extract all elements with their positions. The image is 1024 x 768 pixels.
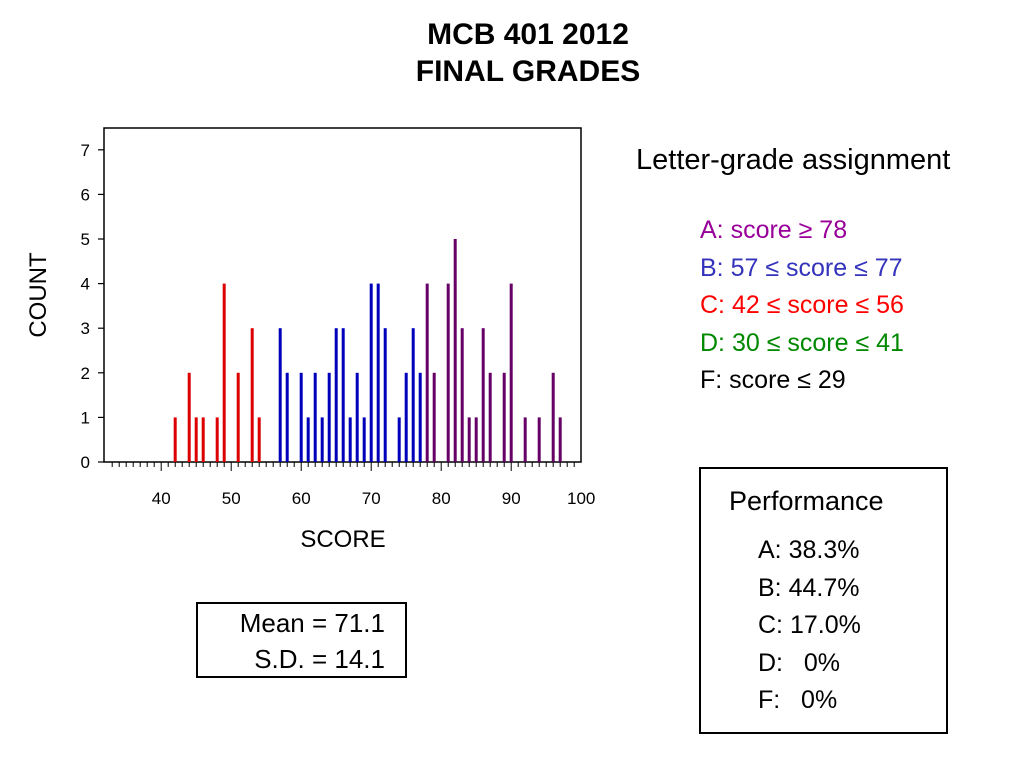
grade-rule-b: B: 57 ≤ score ≤ 77 — [700, 253, 903, 282]
histogram-bar — [460, 328, 464, 462]
histogram-bar — [502, 372, 506, 462]
histogram-bar — [250, 328, 254, 462]
mean-value: Mean = 71.1 — [239, 608, 385, 638]
y-axis-title: COUNT — [25, 252, 52, 338]
histogram-bar — [299, 372, 303, 462]
x-tick-label: 100 — [567, 489, 595, 508]
histogram-bar — [397, 417, 401, 462]
x-tick-label: 50 — [222, 489, 241, 508]
histogram-bar — [236, 372, 240, 462]
grade-rule-c: C: 42 ≤ score ≤ 56 — [700, 291, 904, 319]
grade-rule-f: F: score ≤ 29 — [700, 366, 846, 394]
histogram-bar — [474, 417, 478, 462]
histogram-bar — [411, 328, 415, 462]
x-tick-label: 40 — [152, 489, 171, 508]
grade-rules: A: score ≥ 78 B: 57 ≤ score ≤ 77 C: 42 ≤… — [700, 212, 904, 400]
title-line-2: FINAL GRADES — [415, 55, 641, 88]
y-tick-label: 1 — [81, 408, 90, 427]
title-line-1: MCB 401 2012 — [427, 18, 629, 51]
slide-title: MCB 401 2012 FINAL GRADES — [0, 16, 1024, 90]
histogram-bar — [222, 283, 226, 462]
histogram-bar — [558, 417, 562, 462]
axis-ticks: 0 1 2 3 4 5 6 7 40 50 60 70 80 90 100 — [81, 141, 596, 508]
histogram-bars — [173, 239, 562, 462]
x-tick-label: 80 — [432, 489, 451, 508]
performance-d: D: 0% — [758, 648, 840, 677]
histogram-bar — [173, 417, 177, 462]
histogram-bar — [537, 417, 541, 462]
y-tick-label: 2 — [81, 364, 90, 383]
histogram-bar — [453, 239, 457, 462]
grade-rule-a: A: score ≥ 78 — [700, 216, 848, 244]
performance-c: C: 17.0% — [758, 611, 861, 639]
histogram-bar — [467, 417, 471, 462]
performance-b: B: 44.7% — [758, 573, 860, 602]
performance-box: Performance A: 38.3% B: 44.7% C: 17.0% D… — [699, 467, 948, 734]
histogram-bar — [418, 372, 422, 462]
y-tick-label: 5 — [81, 230, 90, 249]
histogram-bar — [285, 372, 289, 462]
y-tick-label: 7 — [81, 141, 90, 160]
x-axis-title: SCORE — [300, 526, 385, 553]
performance-title: Performance — [729, 486, 884, 516]
histogram-bar — [313, 372, 317, 462]
grade-rule-d: D: 30 ≤ score ≤ 41 — [700, 328, 904, 357]
y-tick-label: 6 — [81, 185, 90, 204]
histogram-bar — [369, 283, 373, 462]
x-tick-label: 90 — [502, 489, 521, 508]
histogram-bar — [488, 372, 492, 462]
sd-value: S.D. = 14.1 — [254, 644, 385, 674]
histogram-bar — [481, 328, 485, 462]
histogram-bar — [187, 372, 191, 462]
y-tick-label: 4 — [81, 275, 90, 294]
histogram-bar — [355, 372, 359, 462]
y-tick-label: 3 — [81, 319, 90, 338]
histogram-bar — [215, 417, 219, 462]
histogram-bar — [362, 417, 366, 462]
histogram-bar — [334, 328, 338, 462]
letter-grade-heading: Letter-grade assignment — [636, 144, 951, 176]
histogram-bar — [257, 417, 261, 462]
histogram-bar — [278, 328, 282, 462]
stats-box: Mean = 71.1 S.D. = 14.1 — [196, 602, 407, 678]
histogram-bar — [509, 283, 513, 462]
performance-f: F: 0% — [758, 686, 838, 714]
performance-a: A: 38.3% — [758, 536, 860, 564]
histogram-bar — [425, 283, 429, 462]
histogram-bar — [201, 417, 205, 462]
histogram-bar — [306, 417, 310, 462]
histogram-bar — [446, 283, 450, 462]
histogram-bar — [376, 283, 380, 462]
histogram-bar — [348, 417, 352, 462]
histogram-bar — [551, 372, 555, 462]
x-tick-label: 60 — [292, 489, 311, 508]
histogram-bar — [194, 417, 198, 462]
histogram-bar — [404, 372, 408, 462]
histogram-bar — [327, 372, 331, 462]
histogram-bar — [432, 372, 436, 462]
histogram-bar — [320, 417, 324, 462]
x-tick-label: 70 — [362, 489, 381, 508]
histogram-bar — [523, 417, 527, 462]
histogram-bar — [383, 328, 387, 462]
performance-list: A: 38.3% B: 44.7% C: 17.0% D: 0% F: 0% — [758, 532, 861, 720]
y-tick-label: 0 — [81, 453, 90, 472]
histogram-bar — [341, 328, 345, 462]
